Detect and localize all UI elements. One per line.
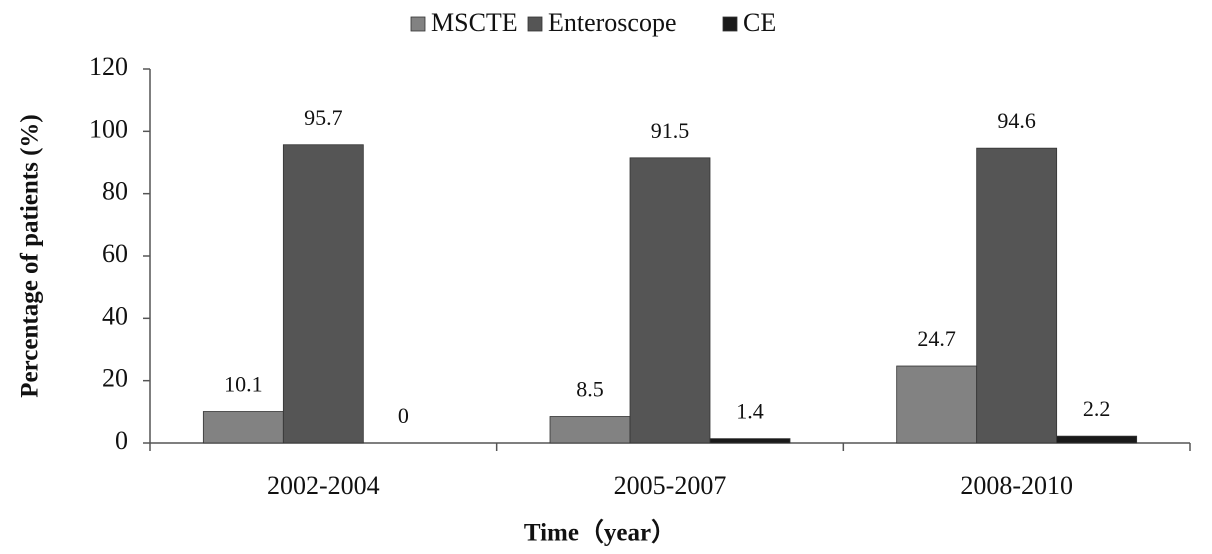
value-label: 24.7 <box>917 326 956 351</box>
legend-label: CE <box>743 8 776 37</box>
bar <box>549 416 631 444</box>
bar <box>1056 435 1138 444</box>
y-tick-label: 120 <box>89 52 128 81</box>
y-axis-label: Percentage of patients (%) <box>17 114 44 397</box>
y-tick-label: 80 <box>102 177 128 206</box>
legend-swatch <box>527 16 543 32</box>
bar <box>709 438 791 444</box>
y-tick-label: 100 <box>89 114 128 143</box>
bar <box>202 411 284 444</box>
value-label: 1.4 <box>736 399 764 424</box>
legend-label: MSCTE <box>431 8 518 37</box>
legend-swatch <box>410 16 426 32</box>
value-label: 91.5 <box>651 118 690 143</box>
y-tick-label: 40 <box>102 301 128 330</box>
y-tick-label: 60 <box>102 239 128 268</box>
value-label: 95.7 <box>304 105 343 130</box>
value-label: 10.1 <box>224 372 263 397</box>
x-tick-label: 2008-2010 <box>960 471 1073 500</box>
x-axis-label: Time（year） <box>524 518 676 547</box>
x-tick-label: 2005-2007 <box>614 471 727 500</box>
value-label: 8.5 <box>576 377 604 402</box>
legend-swatch <box>722 16 738 32</box>
value-label: 2.2 <box>1083 396 1111 421</box>
bar <box>282 144 364 444</box>
x-tick-label: 2002-2004 <box>267 471 380 500</box>
y-tick-label: 0 <box>115 426 128 455</box>
y-tick-label: 20 <box>102 364 128 393</box>
bar <box>896 365 978 444</box>
value-label: 0 <box>398 403 409 428</box>
value-label: 94.6 <box>997 108 1036 133</box>
bar <box>976 147 1058 444</box>
legend-label: Enteroscope <box>548 8 677 37</box>
bar <box>629 157 711 444</box>
